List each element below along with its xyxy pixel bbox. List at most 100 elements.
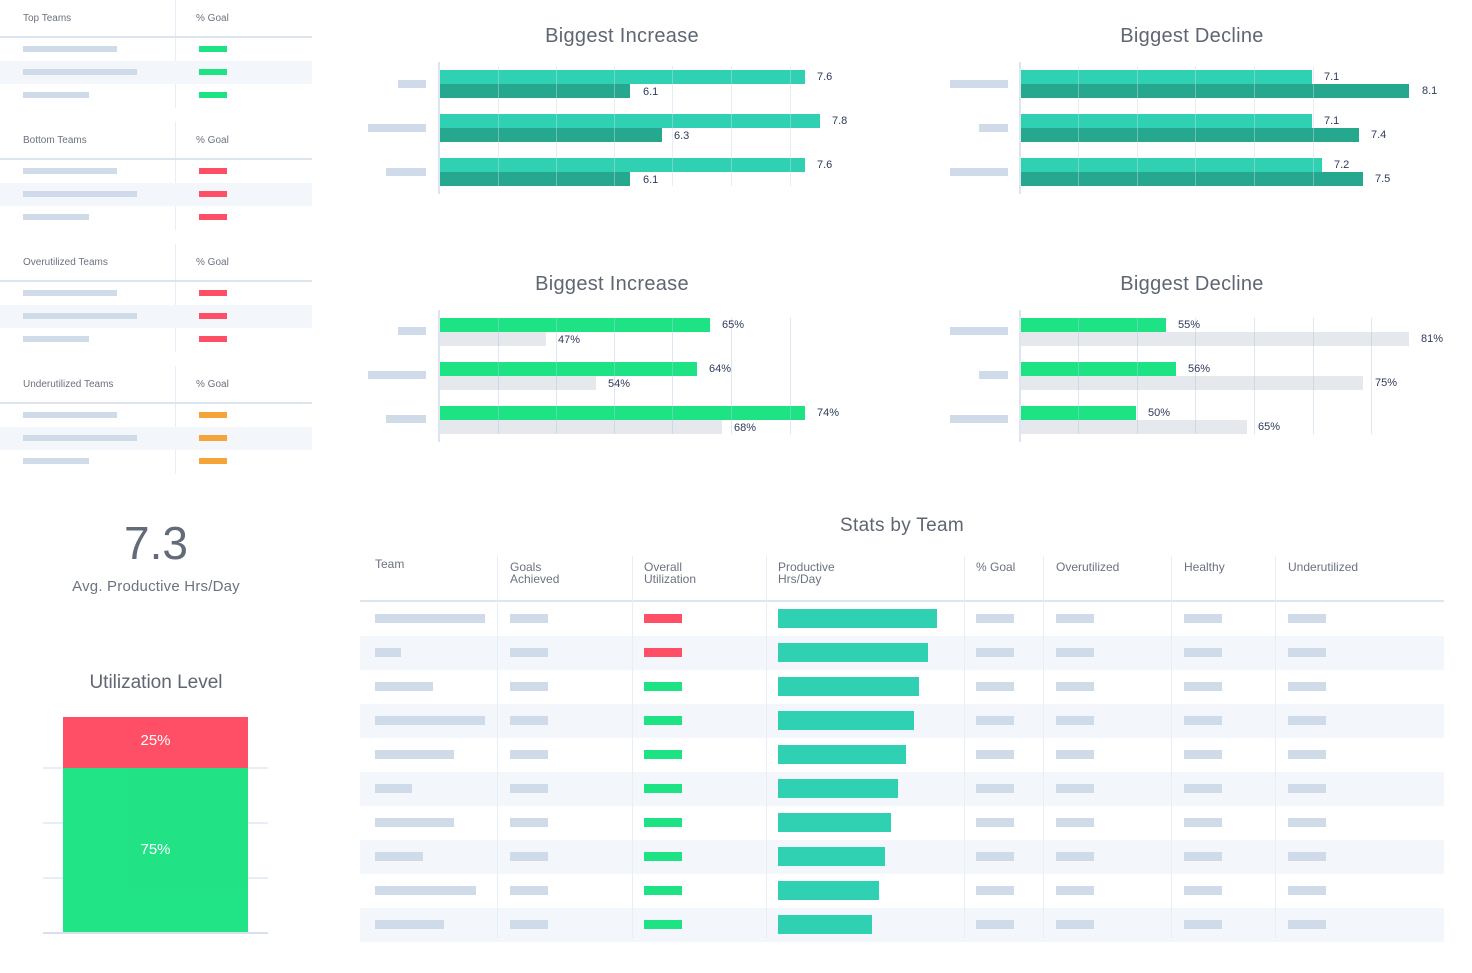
goal-column-header: % Goal — [196, 379, 229, 390]
healthy-placeholder — [1184, 784, 1222, 793]
column-divider — [1171, 556, 1172, 938]
column-divider — [1043, 556, 1044, 938]
table-row[interactable] — [360, 840, 1444, 874]
category-label-placeholder — [979, 371, 1008, 379]
bar-previous[interactable] — [440, 332, 546, 346]
column-header-team[interactable]: Team — [375, 558, 404, 570]
table-title: Bottom Teams — [23, 135, 87, 146]
bar-current[interactable] — [440, 318, 710, 332]
column-header-goal[interactable]: % Goal — [976, 561, 1015, 573]
data-label: 7.6 — [817, 71, 833, 83]
bar-previous[interactable] — [1021, 172, 1363, 186]
bar-current[interactable] — [440, 406, 805, 420]
table-row[interactable] — [360, 738, 1444, 772]
table-row[interactable] — [360, 704, 1444, 738]
gridline — [498, 66, 499, 186]
list-item[interactable] — [0, 427, 312, 450]
healthy-segment[interactable]: 75% — [63, 768, 248, 932]
bar-current[interactable] — [440, 70, 805, 84]
overutilized-placeholder — [1056, 614, 1094, 623]
column-header-healthy[interactable]: Healthy — [1184, 561, 1225, 573]
bar-current[interactable] — [440, 114, 820, 128]
goal-placeholder — [976, 682, 1014, 691]
bar-previous[interactable] — [440, 172, 630, 186]
team-name-placeholder — [23, 412, 117, 418]
bar-previous[interactable] — [1021, 128, 1359, 142]
bar-current[interactable] — [1021, 70, 1312, 84]
bar-previous[interactable] — [1021, 376, 1363, 390]
column-header-goals-achieved[interactable]: Goals Achieved — [510, 561, 559, 585]
team-name-placeholder — [23, 435, 137, 441]
healthy-placeholder — [1184, 716, 1222, 725]
bar-previous[interactable] — [440, 128, 662, 142]
gridline — [672, 318, 673, 434]
data-label: 50% — [1148, 407, 1171, 419]
list-item[interactable] — [0, 38, 312, 61]
gridline — [1137, 318, 1138, 434]
table-row[interactable] — [360, 670, 1444, 704]
bar-current[interactable] — [440, 362, 697, 376]
bar-current[interactable] — [1021, 158, 1322, 172]
list-item[interactable] — [0, 450, 312, 473]
bar-current[interactable] — [1021, 362, 1176, 376]
list-item[interactable] — [0, 404, 312, 427]
underutilized-placeholder — [1288, 818, 1326, 827]
list-item[interactable] — [0, 84, 312, 107]
table-row[interactable] — [360, 874, 1444, 908]
chart-title: Biggest Increase — [535, 273, 689, 295]
healthy-placeholder — [1184, 648, 1222, 657]
table-row[interactable] — [360, 602, 1444, 636]
goals-achieved-placeholder — [510, 886, 548, 895]
list-item[interactable] — [0, 282, 312, 305]
list-item[interactable] — [0, 61, 312, 84]
list-item[interactable] — [0, 206, 312, 229]
bar-previous[interactable] — [440, 376, 596, 390]
underutilized-placeholder — [1288, 716, 1326, 725]
team-name-placeholder — [23, 214, 89, 220]
bar-previous[interactable] — [1021, 420, 1247, 434]
team-name-placeholder — [375, 614, 485, 623]
gridline — [1313, 318, 1314, 434]
goals-achieved-placeholder — [510, 682, 548, 691]
kpi-value: 7.3 — [124, 517, 188, 569]
category-label-placeholder — [386, 415, 426, 423]
header-label: Hrs/Day — [778, 572, 822, 586]
bar-previous[interactable] — [440, 420, 722, 434]
column-header-overutilized[interactable]: Overutilized — [1056, 561, 1119, 573]
bar-current[interactable] — [1021, 114, 1312, 128]
productive-hours-bar — [778, 881, 879, 900]
team-name-placeholder — [23, 69, 137, 75]
team-name-placeholder — [375, 750, 454, 759]
bar-current[interactable] — [1021, 318, 1166, 332]
list-item[interactable] — [0, 183, 312, 206]
chart-title: Utilization Level — [89, 672, 223, 693]
table-row[interactable] — [360, 772, 1444, 806]
healthy-placeholder — [1184, 852, 1222, 861]
underutilized-placeholder — [1288, 852, 1326, 861]
gridline — [1078, 318, 1079, 434]
category-label-placeholder — [398, 80, 426, 88]
chart-title: Biggest Decline — [1120, 273, 1264, 295]
column-header-productive-hrs[interactable]: Productive Hrs/Day — [778, 561, 835, 585]
list-item[interactable] — [0, 305, 312, 328]
healthy-placeholder — [1184, 818, 1222, 827]
bar-previous[interactable] — [440, 84, 630, 98]
table-header: Top Teams % Goal — [0, 0, 312, 38]
gridline — [731, 318, 732, 434]
column-header-underutilized[interactable]: Underutilized — [1288, 561, 1358, 573]
table-row[interactable] — [360, 908, 1444, 942]
header-divider — [360, 600, 1444, 602]
table-row[interactable] — [360, 636, 1444, 670]
bar-current[interactable] — [1021, 406, 1136, 420]
list-item[interactable] — [0, 328, 312, 351]
table-row[interactable] — [360, 806, 1444, 840]
header-label: Goals — [510, 560, 542, 574]
category-label-placeholder — [950, 168, 1008, 176]
bar-previous[interactable] — [1021, 332, 1409, 346]
bar-current[interactable] — [440, 158, 805, 172]
overutilized-segment[interactable]: 25% — [63, 717, 248, 768]
column-header-overall-utilization[interactable]: Overall Utilization — [644, 561, 696, 585]
data-label: 47% — [558, 334, 581, 346]
bar-previous[interactable] — [1021, 84, 1409, 98]
list-item[interactable] — [0, 160, 312, 183]
